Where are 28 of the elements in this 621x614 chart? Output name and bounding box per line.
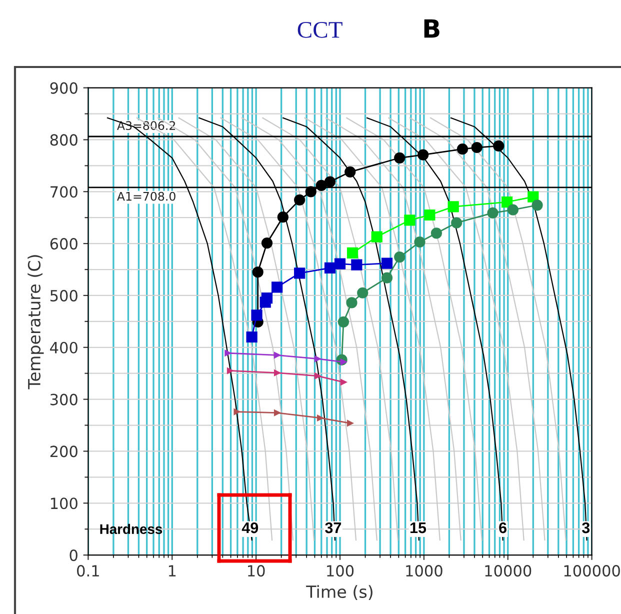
x-tick-label: 1	[168, 565, 176, 576]
y-tick-label: 200	[50, 446, 78, 458]
x-tick-label: 100000	[564, 565, 620, 577]
y-tick-label: 100	[50, 498, 78, 510]
ref-line-label: A1=708.0	[117, 192, 176, 201]
x-tick-label: 10000	[485, 565, 532, 577]
x-tick-label: 1000	[406, 565, 442, 577]
x-axis-title: Time (s)	[306, 585, 372, 600]
annotation: 37	[325, 522, 342, 534]
x-tick-label: 10	[248, 565, 265, 577]
annotation: 15	[410, 522, 426, 534]
y-tick-label: 900	[50, 82, 78, 94]
y-axis-title: Temperature (C)	[28, 255, 44, 390]
y-tick-label: 700	[50, 186, 78, 198]
y-tick-label: 400	[50, 342, 78, 354]
y-tick-label: 500	[50, 290, 78, 302]
annotation: 49	[242, 522, 258, 534]
x-tick-label: 0.1	[77, 565, 99, 577]
x-tick-label: 100	[327, 565, 354, 577]
chart-title: CCT	[298, 22, 342, 38]
annotation: 3	[582, 522, 590, 534]
text: B	[424, 19, 440, 38]
y-tick-label: 0	[70, 550, 78, 562]
y-tick-label: 800	[50, 134, 78, 146]
annotation: Hardness	[100, 524, 162, 534]
annotation: 6	[499, 522, 506, 534]
y-tick-label: 600	[50, 238, 78, 250]
y-tick-label: 300	[50, 394, 78, 406]
